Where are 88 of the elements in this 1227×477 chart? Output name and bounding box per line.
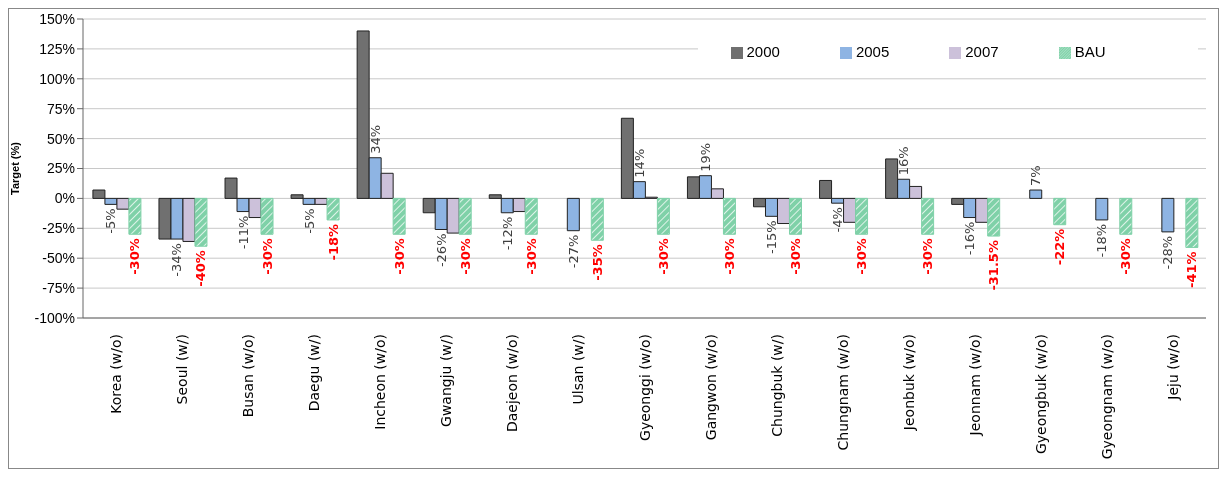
y-tick-label: 125%: [39, 40, 75, 57]
data-label: -11%: [235, 215, 251, 250]
data-label: -30%: [523, 238, 539, 275]
data-label: -35%: [589, 244, 605, 281]
data-label: -26%: [433, 233, 449, 268]
legend-label: 2007: [965, 43, 999, 60]
data-label: -30%: [457, 238, 473, 275]
bar: [1095, 197, 1109, 221]
bar: [260, 197, 274, 235]
legend-label: BAU: [1074, 43, 1106, 60]
bar: [921, 197, 935, 235]
y-tick-label: -75%: [42, 280, 75, 297]
data-label: -30%: [127, 238, 143, 275]
x-tick-label: Seoul (w/): [174, 334, 191, 405]
bar: [128, 197, 142, 235]
bar: [722, 197, 736, 235]
data-label: -40%: [193, 250, 209, 287]
bar: [1119, 197, 1133, 235]
data-label: -4%: [830, 207, 846, 233]
data-label: -15%: [764, 220, 779, 254]
data-label: -30%: [1118, 238, 1134, 275]
data-label: -30%: [854, 238, 870, 275]
x-tick-label: Busan (w/o): [240, 334, 257, 418]
x-tick-label: Daegu (w/): [306, 334, 323, 412]
x-tick-label: Gyeongbuk (w/o): [1032, 334, 1049, 455]
data-label: 34%: [367, 124, 383, 154]
data-label: -27%: [565, 234, 581, 269]
data-label: -30%: [920, 238, 936, 275]
bar: [566, 197, 580, 232]
bar: [656, 197, 670, 235]
data-label: -30%: [259, 238, 275, 275]
x-tick-label: Jeonnam (w/o): [966, 334, 983, 437]
x-tick-label: Chungnam (w/o): [834, 334, 851, 451]
data-label: -31.5%: [986, 240, 1002, 291]
x-tick-label: Ulsan (w/): [570, 334, 587, 405]
x-tick-label: Gwangju (w/): [438, 334, 455, 427]
y-tick-label: 75%: [46, 100, 75, 117]
x-tick-label: Incheon (w/o): [372, 334, 389, 430]
x-tick-label: Chungbuk (w/): [768, 334, 785, 437]
y-tick-label: 25%: [46, 160, 75, 177]
y-tick-label: -50%: [42, 250, 75, 267]
x-tick-label: Daejeon (w/o): [504, 334, 521, 433]
data-label: -12%: [499, 216, 515, 251]
bar: [326, 197, 340, 221]
y-tick-label: 150%: [39, 10, 75, 27]
y-tick-label: -25%: [42, 220, 75, 237]
legend-label: 2000: [746, 43, 780, 60]
data-label: 7%: [1028, 165, 1044, 187]
bar: [194, 197, 208, 247]
legend-label: 2005: [855, 43, 890, 60]
bar: [458, 197, 472, 235]
bar: [392, 197, 406, 235]
data-label: -30%: [655, 238, 671, 275]
y-tick-label: -100%: [34, 309, 75, 326]
data-label: -30%: [788, 238, 803, 275]
bar: [590, 197, 604, 241]
x-tick-label: Gangwon (w/o): [702, 334, 719, 441]
bar: [1185, 197, 1199, 248]
data-label: -28%: [1160, 235, 1176, 270]
bar: [1161, 197, 1175, 233]
bar: [855, 197, 869, 235]
data-label: 14%: [631, 148, 647, 178]
data-label: 19%: [697, 142, 713, 172]
y-tick-label: 0%: [54, 190, 75, 207]
bar: [524, 197, 538, 235]
x-tick-label: Gyeonggi (w/o): [636, 334, 653, 441]
data-label: 16%: [896, 146, 912, 176]
bar: [1029, 189, 1043, 199]
data-label: -5%: [103, 208, 119, 234]
data-label: -30%: [721, 238, 737, 275]
data-label: -5%: [301, 208, 317, 234]
data-label: -22%: [1052, 228, 1068, 266]
bar: [789, 197, 802, 235]
x-tick-label: Jeonbuk (w/o): [900, 334, 917, 432]
x-tick-label: Gyeongnam (w/o): [1098, 334, 1115, 460]
data-label: -16%: [962, 221, 978, 256]
x-tick-label: Jeju (w/o): [1164, 334, 1181, 401]
x-tick-label: Korea (w/o): [108, 334, 125, 414]
bar: [987, 197, 1001, 237]
y-axis-title: Target (%): [8, 141, 21, 195]
data-label: -30%: [391, 238, 407, 275]
bar: [1053, 197, 1067, 226]
y-tick-label: 100%: [39, 70, 75, 87]
data-label: -18%: [1094, 223, 1110, 258]
data-label: -41%: [1184, 251, 1200, 288]
data-label: -34%: [169, 243, 185, 277]
y-tick-label: 50%: [46, 130, 75, 147]
data-label: -18%: [325, 223, 341, 261]
